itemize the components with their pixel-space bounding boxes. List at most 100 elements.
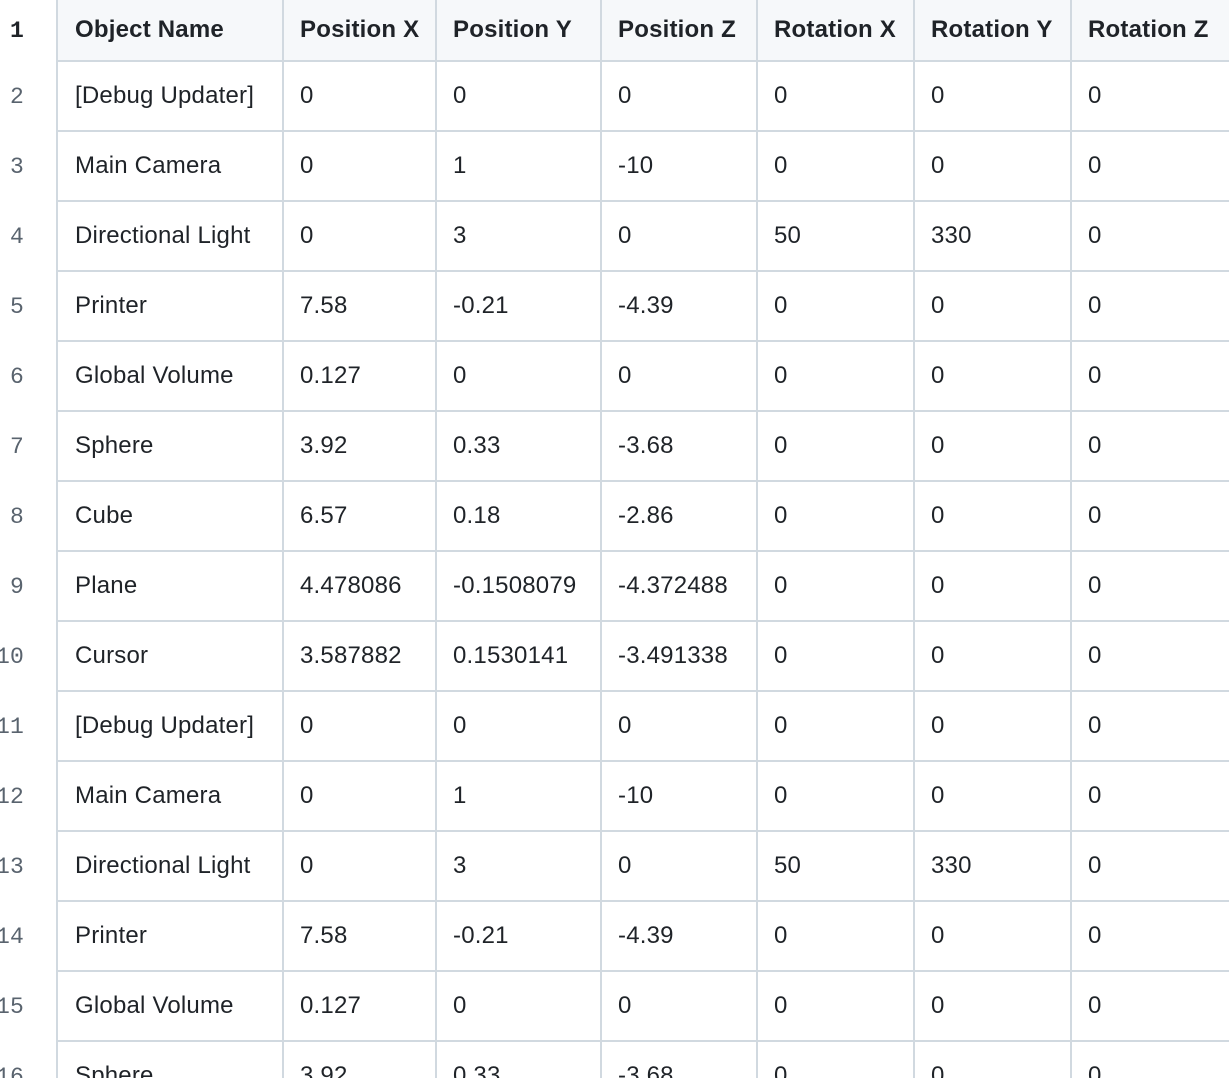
cell-position-y[interactable]: 0.33 — [437, 412, 602, 482]
cell-position-x[interactable]: 3.92 — [284, 412, 437, 482]
line-number[interactable]: 7 — [0, 412, 58, 482]
line-number[interactable]: 2 — [0, 62, 58, 132]
cell-rotation-z[interactable]: 0 — [1072, 272, 1229, 342]
cell-position-z[interactable]: 0 — [602, 342, 758, 412]
cell-rotation-x[interactable]: 0 — [758, 132, 915, 202]
cell-position-z[interactable]: -2.86 — [602, 482, 758, 552]
column-header-position-x[interactable]: Position X — [284, 0, 437, 62]
line-number[interactable]: 12 — [0, 762, 58, 832]
cell-rotation-x[interactable]: 0 — [758, 762, 915, 832]
cell-position-x[interactable]: 0.127 — [284, 972, 437, 1042]
column-header-rotation-z[interactable]: Rotation Z — [1072, 0, 1229, 62]
cell-rotation-y[interactable]: 0 — [915, 272, 1072, 342]
line-number[interactable]: 1 — [0, 0, 58, 62]
cell-position-z[interactable]: -3.68 — [602, 412, 758, 482]
line-number[interactable]: 14 — [0, 902, 58, 972]
cell-position-x[interactable]: 3.92 — [284, 1042, 437, 1078]
cell-position-x[interactable]: 0 — [284, 202, 437, 272]
cell-position-y[interactable]: 1 — [437, 132, 602, 202]
cell-rotation-y[interactable]: 0 — [915, 762, 1072, 832]
cell-position-x[interactable]: 0 — [284, 832, 437, 902]
line-number[interactable]: 9 — [0, 552, 58, 622]
cell-rotation-y[interactable]: 0 — [915, 1042, 1072, 1078]
cell-rotation-z[interactable]: 0 — [1072, 342, 1229, 412]
cell-object-name[interactable]: Sphere — [58, 1042, 284, 1078]
column-header-rotation-y[interactable]: Rotation Y — [915, 0, 1072, 62]
cell-rotation-z[interactable]: 0 — [1072, 902, 1229, 972]
cell-rotation-x[interactable]: 0 — [758, 1042, 915, 1078]
cell-rotation-y[interactable]: 0 — [915, 972, 1072, 1042]
line-number[interactable]: 3 — [0, 132, 58, 202]
cell-object-name[interactable]: Global Volume — [58, 972, 284, 1042]
column-header-object-name[interactable]: Object Name — [58, 0, 284, 62]
cell-position-z[interactable]: 0 — [602, 832, 758, 902]
cell-position-z[interactable]: -10 — [602, 762, 758, 832]
column-header-position-z[interactable]: Position Z — [602, 0, 758, 62]
cell-position-x[interactable]: 7.58 — [284, 272, 437, 342]
cell-object-name[interactable]: Global Volume — [58, 342, 284, 412]
cell-rotation-y[interactable]: 0 — [915, 62, 1072, 132]
cell-position-z[interactable]: -3.491338 — [602, 622, 758, 692]
cell-position-y[interactable]: -0.1508079 — [437, 552, 602, 622]
cell-rotation-x[interactable]: 0 — [758, 692, 915, 762]
cell-object-name[interactable]: Printer — [58, 272, 284, 342]
cell-position-z[interactable]: 0 — [602, 202, 758, 272]
cell-object-name[interactable]: [Debug Updater] — [58, 692, 284, 762]
cell-position-x[interactable]: 7.58 — [284, 902, 437, 972]
cell-rotation-z[interactable]: 0 — [1072, 622, 1229, 692]
cell-position-z[interactable]: 0 — [602, 62, 758, 132]
cell-object-name[interactable]: Directional Light — [58, 202, 284, 272]
cell-position-x[interactable]: 0 — [284, 132, 437, 202]
cell-position-y[interactable]: 0 — [437, 972, 602, 1042]
cell-position-y[interactable]: 3 — [437, 832, 602, 902]
cell-position-y[interactable]: 0 — [437, 692, 602, 762]
cell-object-name[interactable]: Cube — [58, 482, 284, 552]
cell-rotation-x[interactable]: 0 — [758, 552, 915, 622]
cell-position-y[interactable]: -0.21 — [437, 902, 602, 972]
cell-object-name[interactable]: Directional Light — [58, 832, 284, 902]
cell-rotation-x[interactable]: 0 — [758, 622, 915, 692]
cell-rotation-z[interactable]: 0 — [1072, 202, 1229, 272]
cell-position-z[interactable]: -4.39 — [602, 272, 758, 342]
cell-rotation-x[interactable]: 0 — [758, 62, 915, 132]
line-number[interactable]: 5 — [0, 272, 58, 342]
cell-object-name[interactable]: Cursor — [58, 622, 284, 692]
cell-rotation-z[interactable]: 0 — [1072, 62, 1229, 132]
line-number[interactable]: 6 — [0, 342, 58, 412]
cell-position-x[interactable]: 4.478086 — [284, 552, 437, 622]
cell-rotation-z[interactable]: 0 — [1072, 832, 1229, 902]
cell-object-name[interactable]: Printer — [58, 902, 284, 972]
cell-rotation-y[interactable]: 0 — [915, 552, 1072, 622]
cell-position-x[interactable]: 0 — [284, 762, 437, 832]
cell-position-y[interactable]: 0 — [437, 342, 602, 412]
cell-object-name[interactable]: Sphere — [58, 412, 284, 482]
cell-rotation-y[interactable]: 0 — [915, 482, 1072, 552]
cell-rotation-x[interactable]: 0 — [758, 342, 915, 412]
cell-object-name[interactable]: Plane — [58, 552, 284, 622]
cell-position-z[interactable]: -10 — [602, 132, 758, 202]
cell-rotation-y[interactable]: 0 — [915, 342, 1072, 412]
cell-rotation-x[interactable]: 50 — [758, 832, 915, 902]
cell-rotation-y[interactable]: 0 — [915, 902, 1072, 972]
line-number[interactable]: 10 — [0, 622, 58, 692]
cell-position-y[interactable]: 0.1530141 — [437, 622, 602, 692]
cell-position-z[interactable]: -3.68 — [602, 1042, 758, 1078]
cell-rotation-z[interactable]: 0 — [1072, 1042, 1229, 1078]
cell-rotation-y[interactable]: 0 — [915, 622, 1072, 692]
cell-position-x[interactable]: 0.127 — [284, 342, 437, 412]
cell-rotation-z[interactable]: 0 — [1072, 482, 1229, 552]
cell-position-x[interactable]: 0 — [284, 62, 437, 132]
cell-position-y[interactable]: 0.18 — [437, 482, 602, 552]
cell-rotation-z[interactable]: 0 — [1072, 972, 1229, 1042]
cell-rotation-z[interactable]: 0 — [1072, 762, 1229, 832]
cell-rotation-y[interactable]: 0 — [915, 132, 1072, 202]
cell-position-z[interactable]: 0 — [602, 972, 758, 1042]
cell-position-y[interactable]: 0.33 — [437, 1042, 602, 1078]
cell-position-z[interactable]: -4.39 — [602, 902, 758, 972]
cell-object-name[interactable]: [Debug Updater] — [58, 62, 284, 132]
line-number[interactable]: 16 — [0, 1042, 58, 1078]
cell-rotation-y[interactable]: 330 — [915, 202, 1072, 272]
cell-object-name[interactable]: Main Camera — [58, 762, 284, 832]
cell-rotation-z[interactable]: 0 — [1072, 412, 1229, 482]
line-number[interactable]: 8 — [0, 482, 58, 552]
